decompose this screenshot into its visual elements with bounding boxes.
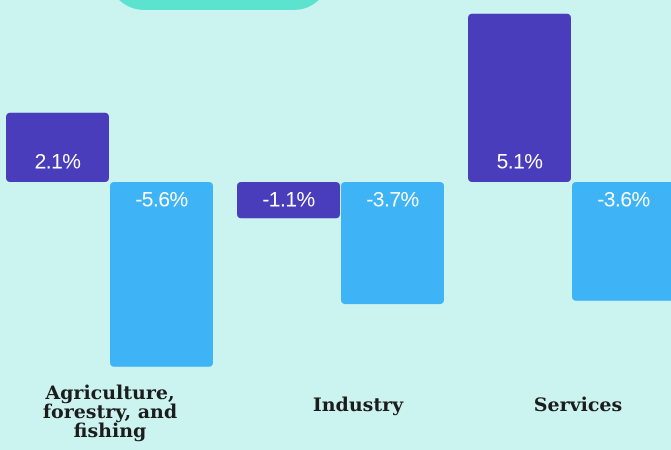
bar-value-label-a-1: 2.1% [35, 151, 81, 174]
category-label-1: Agriculture, forestry, and fishing [42, 382, 178, 442]
category-label-3: Services [533, 394, 623, 416]
bar-value-label-b-3: -3.6% [597, 189, 649, 212]
bar-series-a-3 [468, 13, 571, 183]
bar-value-label-a-3: 5.1% [497, 151, 543, 174]
bar-series-b-2 [341, 182, 444, 305]
decorative-ribbon [108, 0, 330, 10]
bar-value-label-a-2: -1.1% [262, 189, 314, 212]
bar-value-label-b-2: -3.7% [366, 189, 418, 212]
bar-series-a-1 [6, 112, 109, 182]
bar-series-b-1 [110, 182, 213, 367]
bar-series-b-3 [572, 182, 671, 301]
bar-value-label-b-1: -5.6% [135, 189, 187, 212]
category-label-2: Industry [312, 394, 404, 416]
bar-series-a-2 [237, 182, 340, 219]
